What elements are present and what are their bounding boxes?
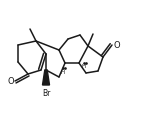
Polygon shape [42,70,49,85]
Text: O: O [114,40,120,49]
Text: H: H [82,64,86,69]
Text: O: O [8,77,14,86]
Text: H: H [61,69,65,75]
Text: Br: Br [42,88,50,97]
